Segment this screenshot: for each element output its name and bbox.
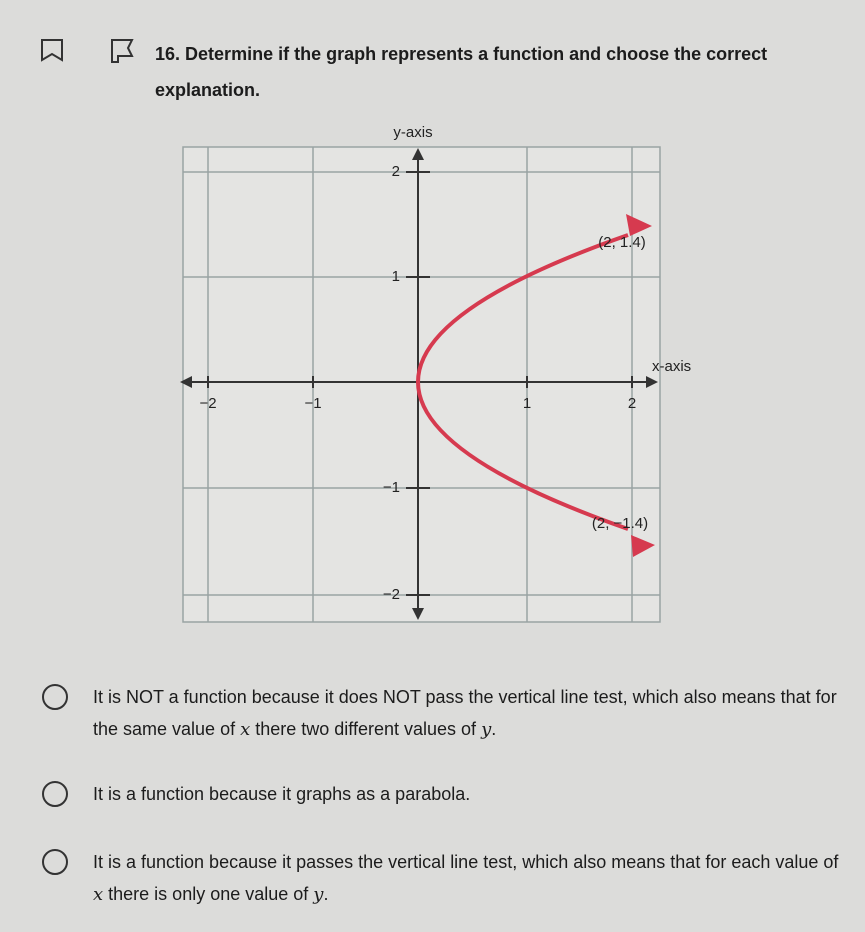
radio-button[interactable] <box>42 781 68 807</box>
option-text: It is NOT a function because it does NOT… <box>93 687 837 739</box>
x-tick-label: 1 <box>523 395 531 412</box>
math-variable: x <box>240 719 251 740</box>
option-text: . <box>323 884 329 904</box>
question-text: Determine if the graph represents a func… <box>155 44 768 100</box>
radio-button[interactable] <box>42 849 68 875</box>
question-number: 16. <box>155 44 181 64</box>
y-axis-label: y-axis <box>393 124 432 141</box>
option-text: It is a function because it graphs as a … <box>93 784 471 804</box>
y-tick-label: −1 <box>383 479 400 496</box>
option-text: It is a function because it passes the v… <box>93 852 839 872</box>
flag-icon[interactable] <box>111 39 134 63</box>
question: 16. Determine if the graph represents a … <box>155 36 815 108</box>
option[interactable]: It is a function because it passes the v… <box>93 846 843 911</box>
math-variable: x <box>93 884 104 905</box>
y-tick-label: −2 <box>383 586 400 603</box>
bookmark-icon[interactable] <box>41 39 63 62</box>
option-text: there is only one value of <box>103 884 314 904</box>
x-tick-label: 2 <box>628 395 636 412</box>
option[interactable]: It is a function because it graphs as a … <box>93 778 843 810</box>
graph-frame <box>182 146 661 623</box>
x-axis-label: x-axis <box>652 358 691 375</box>
y-tick-label: 1 <box>392 268 400 285</box>
option[interactable]: It is NOT a function because it does NOT… <box>93 681 843 746</box>
graph <box>182 146 661 623</box>
point-label: (2, 1.4) <box>598 234 646 251</box>
x-tick-label: −1 <box>304 395 321 412</box>
math-variable: y <box>481 719 492 740</box>
x-tick-label: −2 <box>199 395 216 412</box>
option-text: there two different values of <box>250 719 482 739</box>
parabola <box>416 233 629 531</box>
radio-button[interactable] <box>42 684 68 710</box>
point-label: (2, −1.4) <box>592 515 648 532</box>
y-tick-label: 2 <box>392 163 400 180</box>
math-variable: y <box>313 884 324 905</box>
option-text: . <box>491 719 497 739</box>
